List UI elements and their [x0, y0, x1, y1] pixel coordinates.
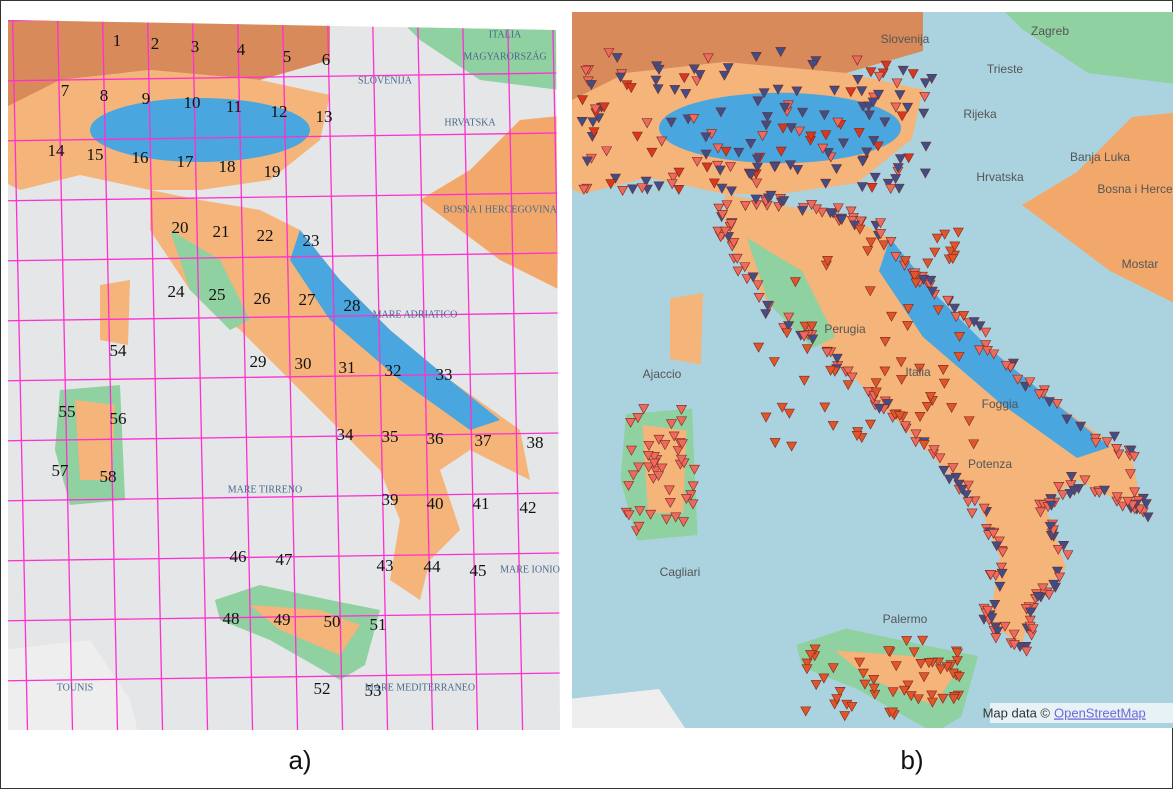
place-label: TOUNIS — [57, 682, 93, 693]
cell-number: 8 — [100, 86, 109, 105]
cell-number: 44 — [424, 557, 442, 576]
place-label: Slovenija — [881, 32, 930, 46]
cell-number: 9 — [142, 89, 151, 108]
place-label: Banja Luka — [1070, 150, 1130, 164]
cell-number: 37 — [475, 431, 493, 450]
place-label: ITALIA — [489, 29, 522, 40]
cell-number: 36 — [427, 429, 444, 448]
cell-number: 26 — [254, 289, 271, 308]
cell-number: 11 — [226, 97, 242, 116]
grid-line — [8, 729, 588, 745]
cell-number: 5 — [283, 47, 292, 66]
cell-number: 6 — [322, 50, 331, 69]
cell-number: 14 — [48, 141, 66, 160]
cell-number: 3 — [191, 37, 200, 56]
cell-number: 13 — [316, 107, 333, 126]
cell-number: 42 — [520, 498, 537, 517]
cell-number: 52 — [314, 679, 331, 698]
cell-number: 57 — [52, 461, 70, 480]
place-label: Trieste — [987, 62, 1024, 76]
place-label: Mostar — [1122, 257, 1159, 271]
cell-number: 46 — [230, 547, 247, 566]
cell-number: 12 — [271, 102, 288, 121]
cell-number: 20 — [172, 218, 189, 237]
place-label: MARE ADRIATICO — [373, 309, 458, 320]
place-label: Foggia — [982, 397, 1019, 411]
place-label: MARE MEDITERRANEO — [365, 682, 475, 693]
cell-number: 54 — [110, 341, 128, 360]
cell-number: 31 — [339, 358, 356, 377]
cell-number: 48 — [223, 609, 240, 628]
place-label: MARE IONIO — [500, 564, 560, 575]
place-label: Potenza — [968, 457, 1012, 471]
cell-number: 58 — [100, 467, 117, 486]
cell-number: 16 — [132, 148, 149, 167]
cell-number: 19 — [264, 162, 281, 181]
cell-number: 10 — [184, 93, 201, 112]
cell-number: 43 — [377, 556, 394, 575]
cell-number: 7 — [61, 81, 70, 100]
cell-number: 17 — [177, 152, 195, 171]
cell-number: 56 — [110, 409, 127, 428]
place-label: BOSNA I HERCEGOVINA — [443, 204, 558, 215]
cell-number: 35 — [382, 427, 399, 446]
place-label: Italia — [905, 365, 931, 379]
cell-number: 51 — [370, 615, 387, 634]
map-b — [560, 0, 1173, 789]
place-label: Bosna i Herce — [1097, 182, 1173, 196]
place-label: Rijeka — [963, 107, 997, 121]
cell-number: 27 — [299, 290, 317, 309]
cell-number: 29 — [250, 352, 267, 371]
cell-number: 38 — [527, 433, 544, 452]
caption: b) — [900, 745, 923, 775]
place-label: HRVATSKA — [444, 117, 496, 128]
cell-number: 21 — [213, 222, 230, 241]
place-label: MARE TIRRENO — [228, 484, 303, 495]
cell-number: 41 — [473, 494, 490, 513]
place-label: Ajaccio — [643, 367, 682, 381]
attribution: Map data © — [983, 705, 1051, 720]
cell-number: 2 — [151, 34, 160, 53]
cell-number: 4 — [237, 40, 246, 59]
cell-number: 24 — [168, 282, 186, 301]
caption: a) — [288, 745, 311, 775]
figure: 1234567891011121314151617181920212223242… — [0, 0, 1173, 789]
cell-number: 1 — [113, 31, 122, 50]
place-label: Hrvatska — [976, 170, 1024, 184]
cell-number: 50 — [324, 612, 341, 631]
place-label: Zagreb — [1031, 24, 1069, 38]
cell-number: 33 — [436, 365, 453, 384]
cell-number: 15 — [87, 145, 104, 164]
cell-number: 39 — [382, 490, 399, 509]
cell-number: 30 — [295, 354, 312, 373]
cell-number: 49 — [274, 610, 291, 629]
cell-number: 22 — [257, 226, 274, 245]
cell-number: 47 — [276, 550, 294, 569]
place-label: Cagliari — [660, 565, 701, 579]
place-label: Perugia — [824, 322, 866, 336]
cell-number: 55 — [59, 402, 76, 421]
cell-number: 23 — [303, 231, 320, 250]
cell-number: 34 — [337, 425, 355, 444]
cell-number: 45 — [470, 561, 487, 580]
cell-number: 40 — [427, 494, 444, 513]
cell-number: 32 — [385, 361, 402, 380]
cell-number: 28 — [344, 296, 361, 315]
place-label: Palermo — [883, 612, 928, 626]
place-label: SLOVENIJA — [358, 75, 413, 86]
cell-number: 18 — [219, 157, 236, 176]
cell-number: 25 — [209, 285, 226, 304]
place-label: MAGYARORSZÁG — [463, 50, 546, 62]
attribution-link[interactable]: OpenStreetMap — [1054, 705, 1146, 720]
